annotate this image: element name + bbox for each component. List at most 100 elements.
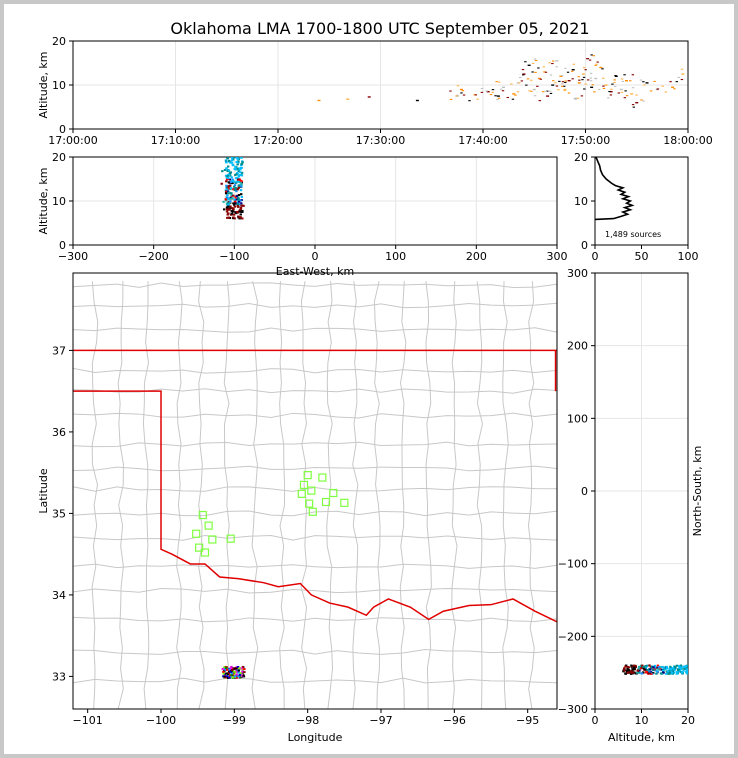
source-point	[648, 672, 652, 675]
source-point	[233, 202, 236, 205]
source-point	[501, 90, 505, 92]
source-point	[491, 89, 495, 91]
county-line	[91, 281, 99, 709]
source-point	[230, 182, 234, 185]
source-point	[557, 89, 560, 91]
source-point	[456, 94, 459, 96]
source-point	[236, 167, 239, 170]
source-point	[551, 84, 555, 86]
source-point	[549, 74, 553, 76]
source-point	[670, 671, 673, 674]
source-point	[586, 79, 590, 81]
source-point	[677, 76, 680, 78]
source-point	[544, 71, 548, 73]
county-line	[373, 281, 381, 709]
source-point	[239, 189, 243, 192]
source-point	[669, 81, 672, 83]
source-point	[639, 79, 643, 81]
source-point	[627, 666, 630, 669]
lma-figure: Oklahoma LMA 1700-1800 UTC September 05,…	[37, 19, 713, 744]
source-point	[240, 202, 243, 205]
source-point	[228, 208, 231, 211]
source-point	[235, 674, 239, 677]
source-point	[590, 54, 593, 56]
source-point	[237, 184, 240, 187]
county-line	[425, 281, 432, 709]
source-point	[234, 165, 237, 168]
station-marker	[321, 497, 331, 507]
source-point	[625, 669, 629, 672]
y-tick-label: 0	[581, 239, 588, 252]
x-tick-label: 17:10:00	[151, 134, 200, 147]
source-point	[496, 99, 499, 101]
lightning-sources	[221, 665, 246, 680]
source-point	[516, 91, 520, 93]
x-tick-label: −98	[296, 714, 319, 727]
source-point	[638, 671, 641, 674]
source-point	[673, 668, 676, 671]
county-line	[73, 302, 557, 309]
source-point	[662, 666, 665, 669]
source-point	[656, 664, 660, 667]
x-tick-label: −200	[139, 250, 169, 263]
source-point	[527, 64, 531, 66]
source-point	[233, 205, 237, 208]
source-point	[549, 90, 552, 92]
source-point	[518, 76, 522, 79]
source-point	[227, 159, 231, 162]
source-point	[230, 193, 233, 196]
source-point	[224, 192, 228, 195]
source-point	[624, 90, 627, 92]
source-point	[226, 194, 229, 197]
source-point	[602, 87, 606, 90]
source-point	[474, 94, 477, 96]
source-point	[624, 665, 627, 668]
altitude-profile-line	[595, 157, 635, 221]
source-point	[682, 669, 685, 672]
source-point	[235, 673, 238, 676]
source-point	[231, 197, 234, 200]
source-point	[564, 81, 567, 84]
source-point	[656, 670, 659, 673]
source-point	[563, 85, 566, 87]
x-axis-label: Altitude, km	[608, 731, 675, 744]
source-point	[239, 210, 242, 213]
x-tick-label: 300	[547, 250, 568, 263]
source-point	[239, 171, 242, 174]
source-point	[228, 676, 231, 679]
source-point	[235, 173, 238, 176]
source-point	[584, 69, 587, 71]
station-marker	[204, 521, 213, 530]
source-point	[243, 671, 246, 674]
source-point	[541, 91, 545, 93]
source-point	[596, 61, 599, 63]
county-line	[73, 616, 557, 623]
source-point	[491, 91, 494, 93]
source-point	[222, 667, 226, 670]
source-point	[655, 666, 659, 669]
source-point	[228, 178, 232, 181]
source-point	[536, 85, 539, 87]
county-line	[73, 587, 557, 594]
source-point	[230, 159, 234, 162]
source-point	[233, 184, 237, 187]
source-point	[614, 74, 617, 77]
source-point	[233, 203, 236, 206]
source-point	[346, 98, 350, 100]
source-point	[578, 79, 581, 81]
source-point	[583, 88, 586, 90]
source-point	[238, 210, 241, 213]
source-point	[233, 667, 236, 670]
source-point	[230, 157, 234, 159]
source-point	[645, 82, 649, 84]
source-point	[225, 668, 229, 671]
source-point	[620, 91, 624, 93]
source-point	[614, 75, 618, 77]
x-tick-label: 17:20:00	[253, 134, 302, 147]
x-axis-label: East-West, km	[276, 265, 354, 278]
oklahoma-border	[73, 390, 557, 623]
source-point	[234, 181, 238, 184]
source-point	[648, 664, 651, 667]
source-point	[233, 675, 237, 678]
source-point	[675, 672, 679, 675]
